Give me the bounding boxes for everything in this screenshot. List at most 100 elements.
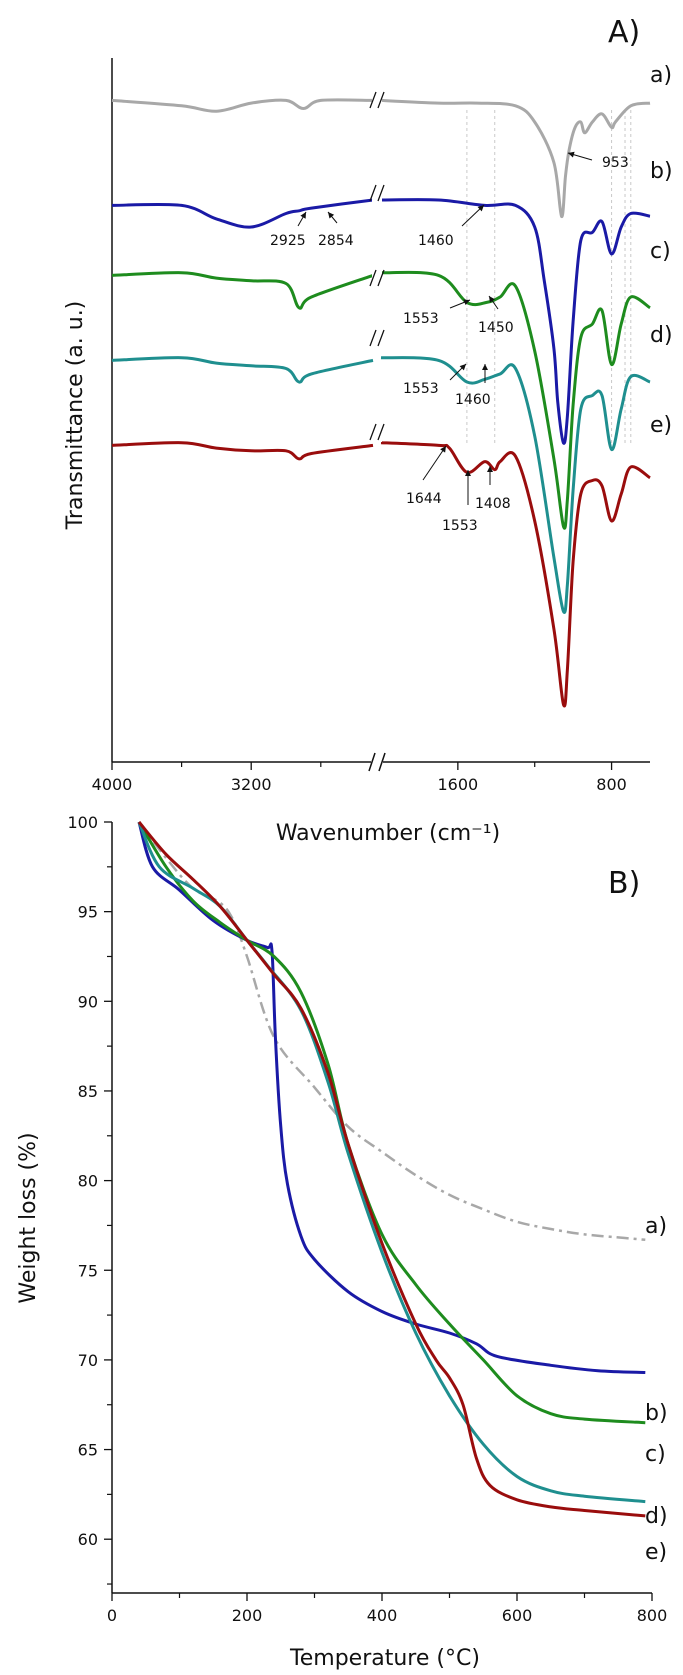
series-d-label: d) [650, 323, 673, 348]
x-tick-label: 400 [367, 1606, 398, 1625]
panel-a-label: A) [608, 15, 640, 50]
x-tick-label: 800 [637, 1606, 668, 1625]
y-tick-label: 75 [78, 1261, 98, 1280]
panel-a-ticks: 4000 3200 1600 800 [92, 762, 627, 794]
x-tick-label: 4000 [92, 775, 133, 794]
panel-a-curve-labels: a) b) c) d) e) [650, 63, 673, 438]
panel-a-curves [111, 98, 651, 708]
axis-break-mark [369, 91, 377, 109]
panel-a-axis-breaks [368, 90, 386, 772]
panel-b-ticks: 0 200 400 600 800 60 65 70 75 80 85 90 95 100 [67, 813, 667, 1625]
x-tick-label: 1600 [437, 775, 478, 794]
annotation-arrowhead [482, 364, 488, 370]
x-tick-label: 800 [596, 775, 627, 794]
series-e-line-right [380, 441, 651, 708]
annotation-arrow [422, 445, 447, 481]
x-tick-label: 0 [107, 1606, 117, 1625]
series-d-label: d) [645, 1504, 668, 1529]
panel-b-curve-labels: a) b) c) d) e) [645, 1214, 668, 1565]
series-b-line-left [111, 198, 374, 229]
series-c-line [137, 821, 646, 1425]
panel-a-guides [466, 110, 632, 445]
y-tick-label: 70 [78, 1351, 98, 1370]
series-a-label: a) [645, 1214, 667, 1239]
panel-a-y-axis-title: Transmittance (a. u.) [63, 301, 88, 531]
panel-b-label: B) [608, 866, 640, 901]
series-c-label: c) [650, 239, 671, 264]
series-a-label: a) [650, 63, 672, 88]
annotation-arrowhead [489, 296, 495, 303]
axis-break-mark [369, 184, 377, 202]
y-tick-label: 65 [78, 1441, 98, 1460]
annotation-arrowhead [440, 446, 446, 453]
panel-b: B) 0 200 400 600 800 60 65 70 75 80 85 90 95 100 a) b)… [16, 813, 668, 1671]
axis-break-gap [372, 90, 382, 110]
annotation-label: 1460 [418, 233, 454, 249]
axis-break-mark [377, 329, 385, 347]
annotation-arrowhead [328, 212, 335, 219]
axis-break-mark [369, 269, 377, 287]
annotation-label: 1553 [442, 518, 478, 534]
axis-break-mark [369, 423, 377, 441]
annotation-label: 1553 [403, 311, 439, 327]
annotation-arrowhead [568, 151, 575, 158]
x-axis-break-mark [368, 752, 376, 772]
series-b-label: b) [650, 159, 673, 184]
axis-break-gap [372, 268, 382, 288]
series-b-label: b) [645, 1401, 668, 1426]
annotation-arrowhead [463, 299, 470, 306]
annotation-label: 953 [602, 155, 629, 171]
y-tick-label: 80 [78, 1172, 98, 1191]
x-tick-label: 600 [502, 1606, 533, 1625]
annotation-label: 2854 [318, 233, 354, 249]
annotation-arrowhead [459, 364, 466, 371]
axis-break-gap [372, 422, 382, 442]
panel-b-y-axis-title: Weight loss (%) [16, 1132, 41, 1303]
panel-b-x-axis-title: Temperature (°C) [289, 1646, 480, 1671]
annotation-arrowhead [300, 212, 306, 219]
series-a-line-left [111, 98, 374, 113]
series-b-line-right [380, 198, 651, 445]
x-tick-label: 200 [232, 1606, 263, 1625]
annotation-label: 1644 [406, 491, 442, 507]
panel-a: A) 4000 3200 1600 800 953 2925 2854 1460 1553 14… [63, 15, 673, 846]
annotation-label: 2925 [270, 233, 306, 249]
series-c-line-left [111, 271, 374, 310]
annotation-label: 1408 [475, 496, 511, 512]
axis-break-gap [372, 328, 382, 348]
y-tick-label: 95 [78, 903, 98, 922]
annotation-label: 1460 [455, 392, 491, 408]
axis-break-mark [369, 329, 377, 347]
series-d-line-left [111, 356, 374, 384]
x-tick-label: 3200 [231, 775, 272, 794]
axis-break-gap [372, 183, 382, 203]
series-c-line-right [380, 270, 651, 530]
series-e-label: e) [650, 413, 672, 438]
annotation-arrowhead [487, 466, 493, 472]
x-axis-break-gap [371, 755, 383, 769]
axis-break-mark [377, 423, 385, 441]
series-e-label: e) [645, 1540, 667, 1565]
y-tick-label: 90 [78, 992, 98, 1011]
y-tick-label: 100 [67, 813, 98, 832]
annotation-arrowhead [477, 205, 484, 212]
series-d-line [137, 821, 646, 1504]
x-axis-break-mark [378, 752, 386, 772]
annotation-label: 1450 [478, 320, 514, 336]
series-e-line-left [111, 441, 374, 461]
series-e-line [137, 821, 646, 1518]
series-c-label: c) [645, 1442, 666, 1467]
axis-break-mark [377, 91, 385, 109]
axis-break-mark [377, 184, 385, 202]
y-tick-label: 85 [78, 1082, 98, 1101]
panel-b-curves [137, 821, 646, 1518]
panel-a-x-axis-title: Wavenumber (cm⁻¹) [276, 821, 500, 846]
annotation-label: 1553 [403, 381, 439, 397]
annotation-arrowhead [465, 470, 471, 476]
series-a-line-right [380, 98, 651, 219]
series-a-line [137, 821, 646, 1242]
y-tick-label: 60 [78, 1530, 98, 1549]
axis-break-mark [377, 269, 385, 287]
